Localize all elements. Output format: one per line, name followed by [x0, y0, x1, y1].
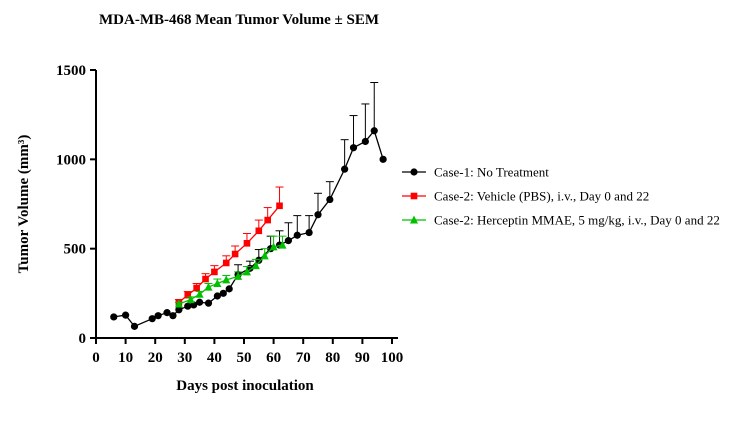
data-point	[184, 302, 192, 310]
y-tick-label: 1000	[56, 152, 86, 168]
data-point	[193, 284, 200, 292]
data-point	[190, 301, 198, 309]
data-point	[213, 292, 221, 300]
data-point	[260, 251, 269, 260]
x-tick-label: 60	[266, 350, 281, 366]
x-tick-label: 50	[237, 350, 252, 366]
data-point	[255, 256, 263, 264]
legend-marker	[410, 168, 418, 176]
data-point	[349, 144, 358, 152]
data-point	[370, 127, 378, 135]
data-point	[195, 289, 204, 298]
data-point	[264, 216, 271, 224]
data-point	[222, 259, 230, 267]
data-point	[175, 306, 183, 314]
x-ticks: 0 10 20 30 40 50 60 70 80 90 100	[92, 338, 403, 366]
data-point	[251, 261, 260, 270]
legend-item: Case-2: Vehicle (PBS), i.v., Day 0 and 2…	[402, 189, 649, 204]
data-point	[326, 195, 334, 204]
axes	[95, 70, 398, 339]
data-point	[293, 231, 301, 239]
data-point	[219, 289, 227, 297]
series-line	[113, 129, 384, 328]
x-tick-label: 30	[177, 350, 192, 366]
data-point	[202, 275, 209, 283]
data-point	[174, 299, 183, 308]
x-tick-label: 100	[381, 350, 404, 366]
data-point	[186, 295, 195, 304]
chart-title: MDA-MB-468 Mean Tumor Volume ± SEM	[99, 12, 379, 28]
legend-label: Case-2: Vehicle (PBS), i.v., Day 0 and 2…	[434, 189, 649, 204]
y-ticks: 0 500 1000 1500	[56, 63, 96, 347]
series-0	[110, 82, 387, 330]
data-point	[242, 267, 251, 276]
data-point	[234, 271, 243, 280]
data-point	[211, 268, 218, 276]
data-point	[222, 275, 231, 284]
data-point	[154, 312, 162, 320]
data-point	[163, 309, 171, 317]
series-2	[174, 235, 287, 308]
legend-marker	[410, 215, 418, 224]
legend: Case-1: No Treatment Case-2: Vehicle (PBS…	[402, 165, 720, 228]
x-tick-label: 70	[296, 350, 311, 366]
legend-marker	[410, 192, 418, 200]
data-point	[231, 250, 239, 258]
data-point	[196, 298, 204, 306]
x-tick-label: 90	[355, 350, 370, 366]
y-tick-label: 0	[79, 331, 87, 347]
plot-area	[110, 82, 387, 330]
series-1	[174, 186, 284, 306]
data-point	[314, 211, 322, 219]
series-line	[178, 244, 283, 305]
x-tick-label: 40	[207, 350, 222, 366]
data-point	[341, 165, 349, 173]
y-tick-label: 500	[64, 242, 87, 258]
data-point	[269, 242, 278, 251]
data-point	[148, 315, 156, 323]
data-point	[130, 322, 139, 330]
data-point	[278, 240, 287, 249]
data-point	[243, 240, 251, 247]
data-point	[213, 279, 222, 288]
data-point	[284, 237, 292, 245]
data-point	[361, 137, 369, 146]
data-point	[379, 155, 387, 163]
data-point	[225, 285, 233, 293]
legend-item: Case-1: No Treatment	[402, 165, 549, 180]
data-point	[255, 227, 263, 235]
data-point	[204, 299, 213, 307]
data-point	[204, 282, 213, 291]
x-tick-label: 20	[148, 350, 163, 366]
legend-item: Case-2: Herceptin MMAE, 5 mg/kg, i.v., D…	[402, 213, 720, 228]
x-tick-label: 10	[118, 350, 133, 366]
legend-label: Case-2: Herceptin MMAE, 5 mg/kg, i.v., D…	[434, 213, 720, 228]
y-axis-label: Tumor Volume (mm³)	[16, 135, 32, 274]
data-point	[110, 313, 118, 321]
data-point	[184, 291, 192, 299]
x-tick-label: 80	[325, 350, 340, 366]
x-axis-label: Days post inoculation	[176, 378, 314, 394]
data-point	[276, 202, 283, 210]
data-point	[169, 312, 177, 320]
data-point	[305, 228, 313, 237]
data-point	[122, 311, 130, 319]
y-tick-label: 1500	[56, 63, 86, 79]
x-tick-label: 0	[92, 350, 100, 366]
legend-label: Case-1: No Treatment	[434, 165, 549, 180]
